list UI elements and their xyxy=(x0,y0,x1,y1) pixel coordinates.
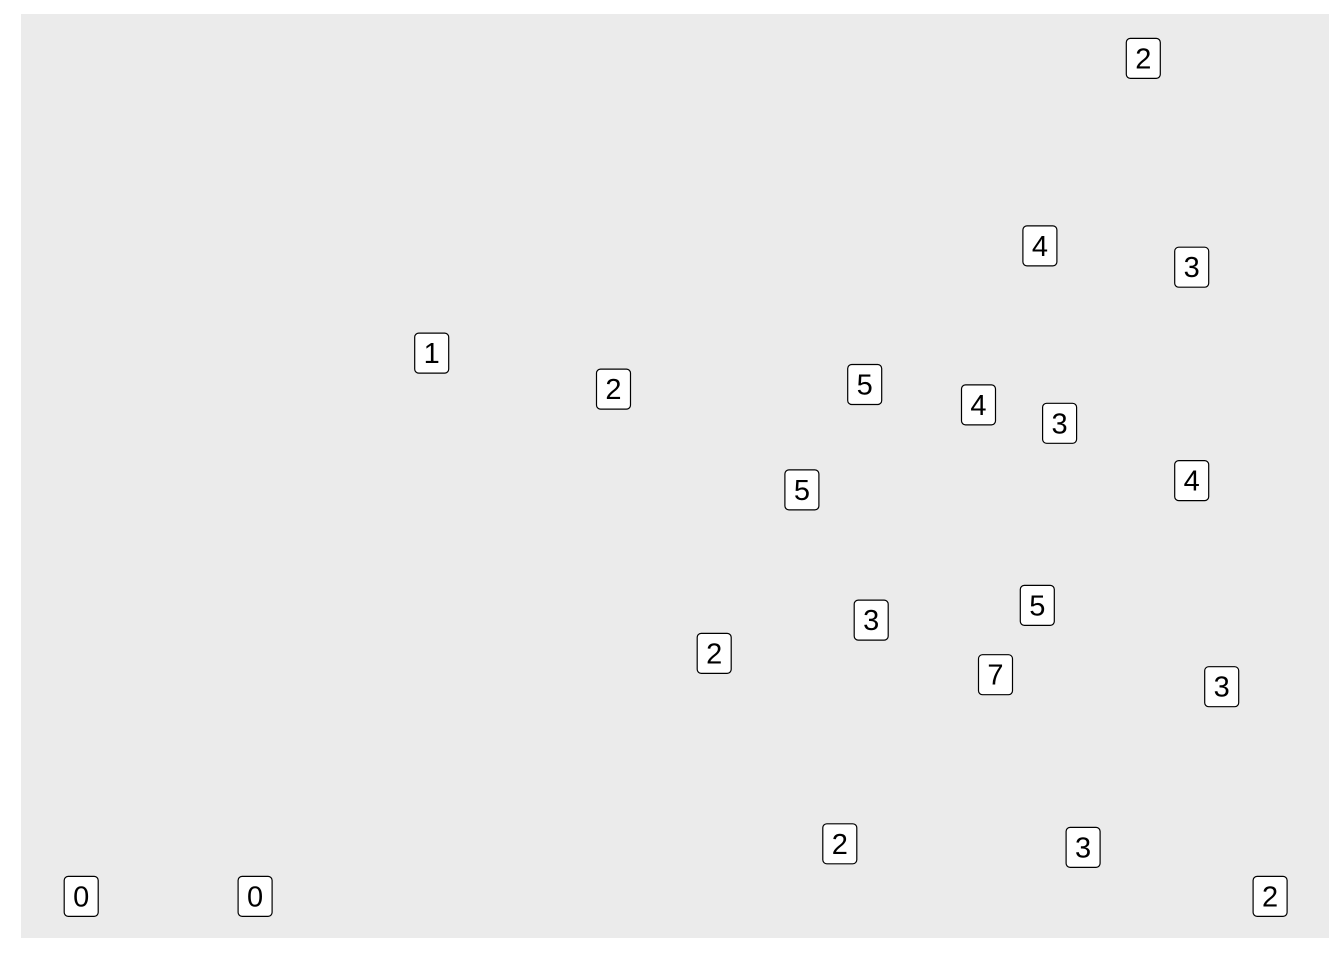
point-label-box xyxy=(595,368,632,410)
point-label: 2 xyxy=(822,823,858,865)
point-label-text: 1 xyxy=(424,338,440,370)
point-label-text: 4 xyxy=(1032,231,1048,263)
point-label: 2 xyxy=(595,368,632,410)
point-label: 2 xyxy=(1125,37,1161,80)
point-label: 0 xyxy=(63,875,99,918)
point-label-text: 7 xyxy=(987,660,1003,692)
point-label: 4 xyxy=(960,384,997,426)
point-label-text: 2 xyxy=(706,638,722,670)
points-layer: 2 4 3 1 2 5 4 3 5 4 5 3 2 7 3 2 3 0 0 2 xyxy=(63,37,1288,918)
point-label-box xyxy=(414,332,450,374)
point-label-text: 0 xyxy=(73,881,89,913)
point-label-box xyxy=(1065,826,1101,869)
point-label: 4 xyxy=(1174,460,1210,502)
point-label: 3 xyxy=(1204,666,1240,708)
point-label-text: 5 xyxy=(794,475,810,507)
point-label-text: 2 xyxy=(1262,881,1278,913)
point-label-box xyxy=(1041,402,1078,444)
point-label-text: 3 xyxy=(1075,832,1091,864)
point-label-box xyxy=(1019,584,1055,627)
point-label-box xyxy=(1022,225,1058,267)
point-label: 7 xyxy=(977,654,1014,696)
point-label-box xyxy=(1174,460,1210,502)
point-label: 5 xyxy=(847,363,883,406)
point-label: 1 xyxy=(414,332,450,374)
plot-panel xyxy=(21,14,1329,938)
point-label-box xyxy=(847,363,883,406)
point-label: 3 xyxy=(853,599,889,641)
point-label-text: 3 xyxy=(1052,408,1068,440)
point-label-box xyxy=(1204,666,1240,708)
point-label: 5 xyxy=(784,469,820,511)
point-label: 3 xyxy=(1065,826,1101,869)
point-label-box xyxy=(1125,37,1161,80)
point-label-text: 4 xyxy=(1184,466,1200,498)
point-label-box xyxy=(63,875,99,918)
point-label-box xyxy=(784,469,820,511)
point-label: 0 xyxy=(237,875,273,918)
point-label-box xyxy=(237,875,273,918)
point-label-box xyxy=(1174,246,1210,288)
point-label-text: 2 xyxy=(832,829,848,861)
point-label-box xyxy=(696,632,732,675)
point-label-box xyxy=(977,654,1014,696)
point-label: 3 xyxy=(1041,402,1078,444)
point-label-text: 0 xyxy=(247,881,263,913)
point-label-box xyxy=(853,599,889,641)
point-label: 5 xyxy=(1019,584,1055,627)
point-label-text: 5 xyxy=(857,370,873,402)
point-label: 3 xyxy=(1174,246,1210,288)
point-label: 4 xyxy=(1022,225,1058,267)
point-label-text: 3 xyxy=(1184,252,1200,284)
point-label-text: 3 xyxy=(863,605,879,637)
point-label-box xyxy=(822,823,858,865)
point-label: 2 xyxy=(1252,875,1288,918)
point-label-text: 5 xyxy=(1029,590,1045,622)
point-label-text: 2 xyxy=(1135,43,1151,75)
point-label-box xyxy=(1252,875,1288,918)
point-label-text: 4 xyxy=(970,390,986,422)
point-label-box xyxy=(960,384,997,426)
point-label: 2 xyxy=(696,632,732,675)
point-label-text: 2 xyxy=(605,374,621,406)
point-label-text: 3 xyxy=(1214,672,1230,704)
